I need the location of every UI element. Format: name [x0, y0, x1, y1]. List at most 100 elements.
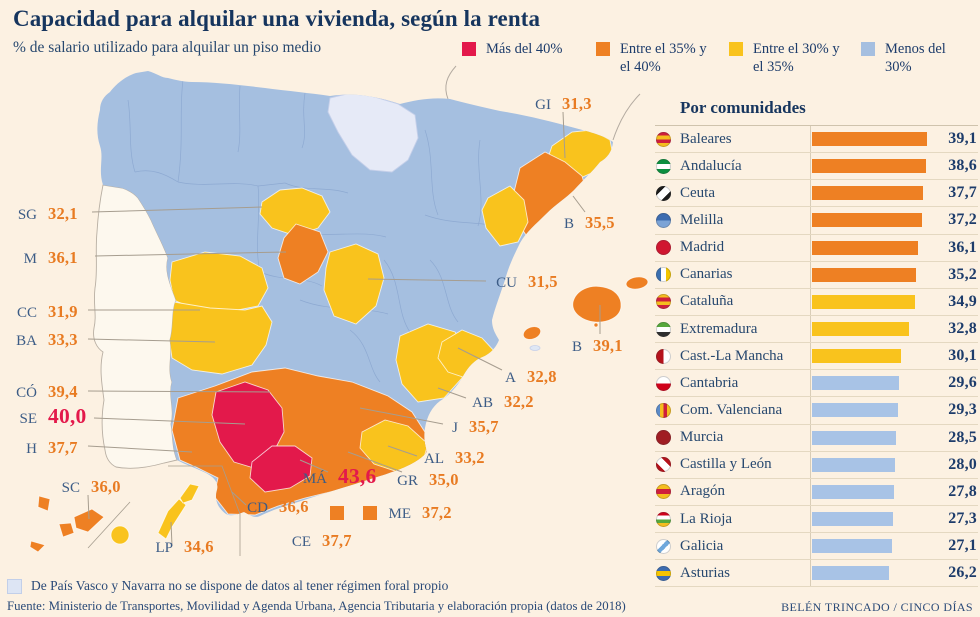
province-code: SE — [19, 411, 37, 427]
no-data-swatch — [7, 578, 22, 594]
community-value: 38,6 — [948, 157, 977, 175]
flag-icon — [656, 511, 671, 527]
credit: BELÉN TRINCADO / CINCO DÍAS — [781, 600, 973, 614]
map-labels: SG 32,1 M 36,1 CC 31,9 BA 33,3 CÓ 39,4 SE 40,0 H 37,7… — [0, 94, 622, 557]
map-label-cu: CU 31,5 — [487, 272, 558, 292]
province-code: GR — [397, 473, 418, 489]
province-code: AL — [424, 451, 444, 467]
value-bar — [812, 240, 919, 255]
province-value: 43,6 — [338, 464, 377, 488]
canary-inset-frame — [168, 465, 241, 556]
value-bar — [812, 213, 922, 228]
flag-icon — [656, 402, 671, 418]
value-bar — [812, 484, 894, 499]
map-label-al: AL 33,2 — [418, 448, 485, 468]
map-label-gr: GR 35,0 — [390, 470, 459, 490]
map-spain: SG 32,1 M 36,1 CC 31,9 BA 33,3 CÓ 39,4 SE 40,0 H 37,7… — [0, 65, 649, 557]
island-formentera — [529, 345, 541, 351]
province-code: BA — [16, 333, 37, 349]
flag-icon — [656, 484, 671, 500]
region-malaga — [249, 445, 313, 493]
map-label-sc: SC 36,0 — [52, 477, 121, 497]
legend-swatch — [596, 42, 610, 56]
community-name: La Rioja — [680, 510, 733, 527]
province-code: ME — [388, 506, 412, 522]
province-code: CC — [16, 305, 37, 321]
flag-icon — [656, 321, 671, 337]
province-code: B — [563, 216, 574, 232]
province-value: 32,8 — [527, 367, 557, 386]
province-value: 31,9 — [48, 302, 78, 321]
legend-label: Menos del 30% — [885, 41, 946, 76]
community-value: 29,3 — [948, 401, 977, 419]
map-label-ab: AB 32,2 — [465, 392, 534, 412]
region-tarragona — [481, 185, 529, 247]
map-label-a: A 32,8 — [500, 367, 557, 387]
value-bar — [812, 186, 924, 201]
province-value: 36,1 — [48, 248, 78, 267]
value-bar — [812, 511, 893, 526]
province-value: 36,0 — [91, 477, 121, 496]
communities-list: Baleares 39,1 Andalucía 38,6 Ceuta 37,7 Melill… — [655, 125, 978, 588]
province-value: 34,6 — [184, 537, 214, 556]
map-label-lp: LP 34,6 — [145, 537, 214, 557]
province-code: J — [452, 420, 458, 436]
province-code: H — [26, 441, 37, 457]
community-row: Com. Valenciana 29,3 — [655, 397, 978, 425]
island-gran-canaria — [110, 525, 130, 545]
map-label-ba: BA 33,3 — [0, 330, 78, 350]
source-line: Fuente: Ministerio de Transportes, Movil… — [7, 599, 626, 613]
callout-lines — [87, 111, 601, 547]
map-label-me: ME 37,2 — [383, 503, 452, 523]
community-name: Com. Valenciana — [680, 401, 783, 418]
colored-provinces — [167, 91, 613, 516]
community-value: 34,9 — [948, 292, 977, 310]
community-value: 27,1 — [948, 537, 977, 555]
spain-choropleth-svg — [29, 65, 649, 556]
community-name: Galicia — [680, 537, 724, 554]
province-value: 32,2 — [504, 392, 534, 411]
flag-icon — [656, 430, 671, 446]
island-cabrera — [593, 322, 599, 328]
value-bar — [812, 132, 928, 146]
legend-swatch — [462, 42, 476, 56]
flag-icon — [656, 267, 671, 283]
province-code: CU — [496, 275, 517, 291]
canary-islands — [29, 465, 241, 556]
value-bar — [812, 349, 901, 364]
province-value: 32,1 — [48, 204, 78, 223]
community-value: 26,2 — [948, 564, 977, 582]
province-value: 35,5 — [585, 213, 615, 232]
community-value: 28,0 — [948, 455, 977, 473]
community-row: Extremadura 32,8 — [655, 316, 978, 344]
community-row: Melilla 37,2 — [655, 207, 978, 235]
island-ibiza — [522, 326, 542, 340]
province-value: 33,2 — [455, 448, 485, 467]
island-la-palma — [37, 495, 51, 512]
flag-icon — [656, 538, 671, 554]
province-code: AB — [472, 395, 493, 411]
province-value: 37,7 — [322, 531, 352, 550]
province-value: 36,6 — [279, 497, 309, 516]
community-name: Canarias — [680, 266, 733, 283]
legend-label: Más del 40% — [486, 41, 563, 57]
province-code: SG — [17, 207, 37, 223]
province-value: 33,3 — [48, 330, 78, 349]
legend-item: Entre el 35% y el 40% — [596, 40, 714, 76]
panel-divider — [810, 126, 811, 588]
legend-item: Más del 40% — [462, 40, 563, 58]
community-row: Andalucía 38,6 — [655, 153, 978, 181]
island-mallorca — [572, 285, 622, 323]
community-name: Aragón — [680, 483, 725, 500]
province-code: CÓ — [16, 385, 37, 401]
map-label-gi: GI 31,3 — [525, 94, 592, 114]
community-row: Cast.-La Mancha 30,1 — [655, 343, 978, 371]
community-row: Ceuta 37,7 — [655, 180, 978, 208]
map-label-m: M 36,1 — [0, 248, 78, 268]
map-label-ce: CE 37,7 — [285, 531, 352, 551]
community-row: La Rioja 27,3 — [655, 506, 978, 534]
subtitle: % de salario utilizado para alquilar un … — [13, 39, 322, 56]
community-value: 35,2 — [948, 265, 977, 283]
value-bar — [812, 267, 916, 282]
value-bar — [812, 376, 900, 391]
